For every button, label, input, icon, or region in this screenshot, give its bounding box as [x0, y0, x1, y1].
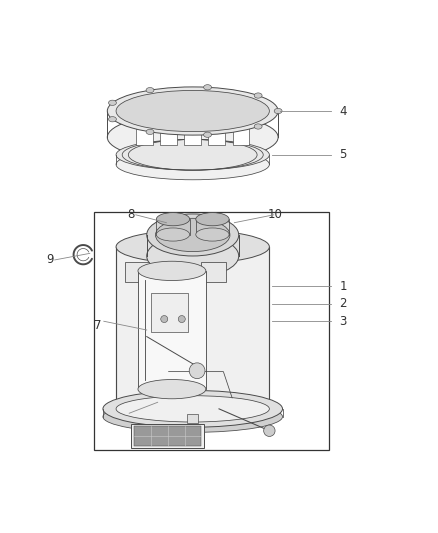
- Text: 6: 6: [118, 411, 126, 424]
- Ellipse shape: [274, 108, 282, 114]
- Circle shape: [189, 363, 205, 378]
- Bar: [94, 212, 328, 450]
- Circle shape: [264, 425, 275, 437]
- Bar: [184, 114, 201, 144]
- Bar: [233, 114, 249, 144]
- Bar: [131, 424, 204, 448]
- Ellipse shape: [107, 87, 278, 135]
- Ellipse shape: [138, 379, 206, 399]
- Circle shape: [161, 316, 168, 322]
- Ellipse shape: [103, 401, 283, 432]
- Ellipse shape: [196, 228, 229, 241]
- Bar: [125, 262, 149, 282]
- Text: 5: 5: [339, 148, 347, 161]
- Ellipse shape: [204, 132, 212, 138]
- Ellipse shape: [147, 214, 239, 256]
- Bar: [151, 293, 188, 332]
- Ellipse shape: [155, 219, 230, 252]
- Ellipse shape: [146, 129, 154, 134]
- Bar: [138, 271, 206, 389]
- Ellipse shape: [107, 113, 278, 161]
- Ellipse shape: [204, 85, 212, 90]
- Ellipse shape: [156, 228, 190, 241]
- Ellipse shape: [116, 149, 269, 180]
- Text: 10: 10: [267, 208, 282, 221]
- Ellipse shape: [147, 235, 239, 277]
- Ellipse shape: [146, 87, 154, 93]
- Text: 9: 9: [46, 253, 53, 266]
- Ellipse shape: [116, 140, 269, 170]
- Ellipse shape: [109, 100, 117, 106]
- Bar: [134, 426, 201, 446]
- Ellipse shape: [116, 230, 269, 263]
- Ellipse shape: [138, 261, 206, 280]
- Ellipse shape: [156, 213, 190, 226]
- Bar: [187, 414, 198, 423]
- Ellipse shape: [254, 93, 262, 98]
- Ellipse shape: [254, 124, 262, 129]
- Ellipse shape: [103, 391, 283, 427]
- Text: 8: 8: [127, 208, 134, 221]
- Ellipse shape: [116, 395, 269, 422]
- Text: 7: 7: [94, 319, 102, 332]
- Text: 1: 1: [339, 280, 347, 293]
- Bar: [136, 114, 153, 144]
- Bar: [201, 262, 226, 282]
- Ellipse shape: [196, 213, 229, 226]
- Text: 2: 2: [339, 297, 347, 310]
- Text: 4: 4: [339, 104, 347, 117]
- Bar: [160, 114, 177, 144]
- Bar: [208, 114, 225, 144]
- Ellipse shape: [109, 117, 117, 122]
- Bar: [116, 247, 269, 409]
- Text: 3: 3: [339, 315, 347, 328]
- Circle shape: [178, 316, 185, 322]
- Ellipse shape: [116, 91, 269, 132]
